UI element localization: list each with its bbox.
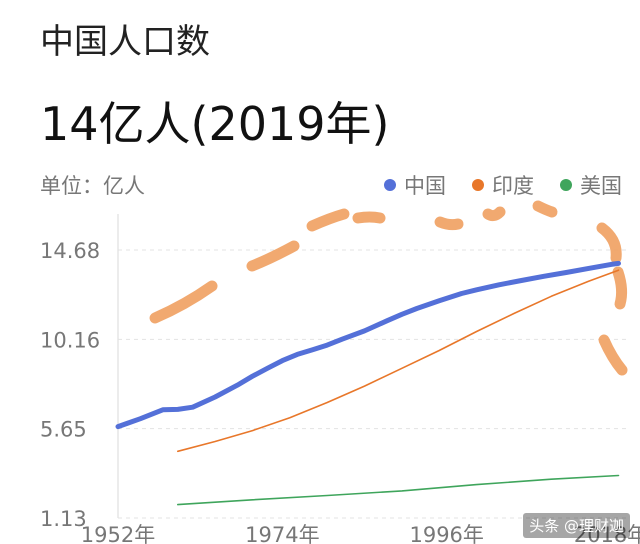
legend-item-china[interactable]: 中国 bbox=[384, 170, 446, 200]
legend-dot-india bbox=[472, 179, 484, 191]
annotation-stroke bbox=[352, 211, 386, 224]
legend-label-usa: 美国 bbox=[580, 174, 622, 198]
x-tick-label: 1952年 bbox=[81, 523, 155, 544]
legend-label-china: 中国 bbox=[404, 174, 446, 198]
y-tick-label: 1.13 bbox=[40, 507, 87, 531]
x-tick-label: 2018年 bbox=[574, 523, 640, 544]
annotation-stroke bbox=[482, 206, 506, 222]
watermark: 头条 @理财迦 bbox=[523, 513, 630, 538]
series-line-india bbox=[177, 269, 620, 453]
y-tick-label: 14.68 bbox=[40, 239, 100, 263]
grid-layer bbox=[117, 214, 626, 519]
annotation-stroke bbox=[598, 334, 628, 376]
annotation-stroke bbox=[532, 200, 558, 218]
legend-dot-china bbox=[384, 179, 396, 191]
x-axis-ticks: 1952年 1974年 1996年 2018年 bbox=[81, 523, 640, 544]
y-axis-ticks: 1.13 5.65 10.16 14.68 bbox=[40, 239, 100, 531]
unit-label: 单位：亿人 bbox=[40, 174, 145, 198]
annotation-stroke bbox=[434, 216, 464, 231]
population-headline: 14亿人(2019年) bbox=[40, 97, 390, 151]
legend-item-usa[interactable]: 美国 bbox=[560, 170, 622, 200]
legend-label-india: 印度 bbox=[492, 174, 534, 198]
y-tick-label: 10.16 bbox=[40, 328, 100, 352]
y-tick-label: 5.65 bbox=[40, 418, 87, 442]
legend-dot-usa bbox=[560, 179, 572, 191]
x-tick-label: 1974年 bbox=[245, 523, 319, 544]
annotation-stroke bbox=[246, 240, 300, 272]
annotation-stroke bbox=[149, 280, 218, 324]
legend: 中国 印度 美国 bbox=[384, 170, 622, 200]
annotation-stroke bbox=[306, 208, 350, 232]
annotation-stroke bbox=[596, 222, 622, 264]
legend-item-india[interactable]: 印度 bbox=[472, 170, 534, 200]
series-line-usa bbox=[177, 474, 620, 506]
series-layer bbox=[115, 260, 621, 506]
series-line-china bbox=[115, 260, 621, 430]
chart-title: 中国人口数 bbox=[40, 22, 210, 62]
hand-drawn-annotation bbox=[149, 200, 628, 376]
x-tick-label: 1996年 bbox=[409, 523, 483, 544]
annotation-stroke bbox=[612, 266, 628, 310]
